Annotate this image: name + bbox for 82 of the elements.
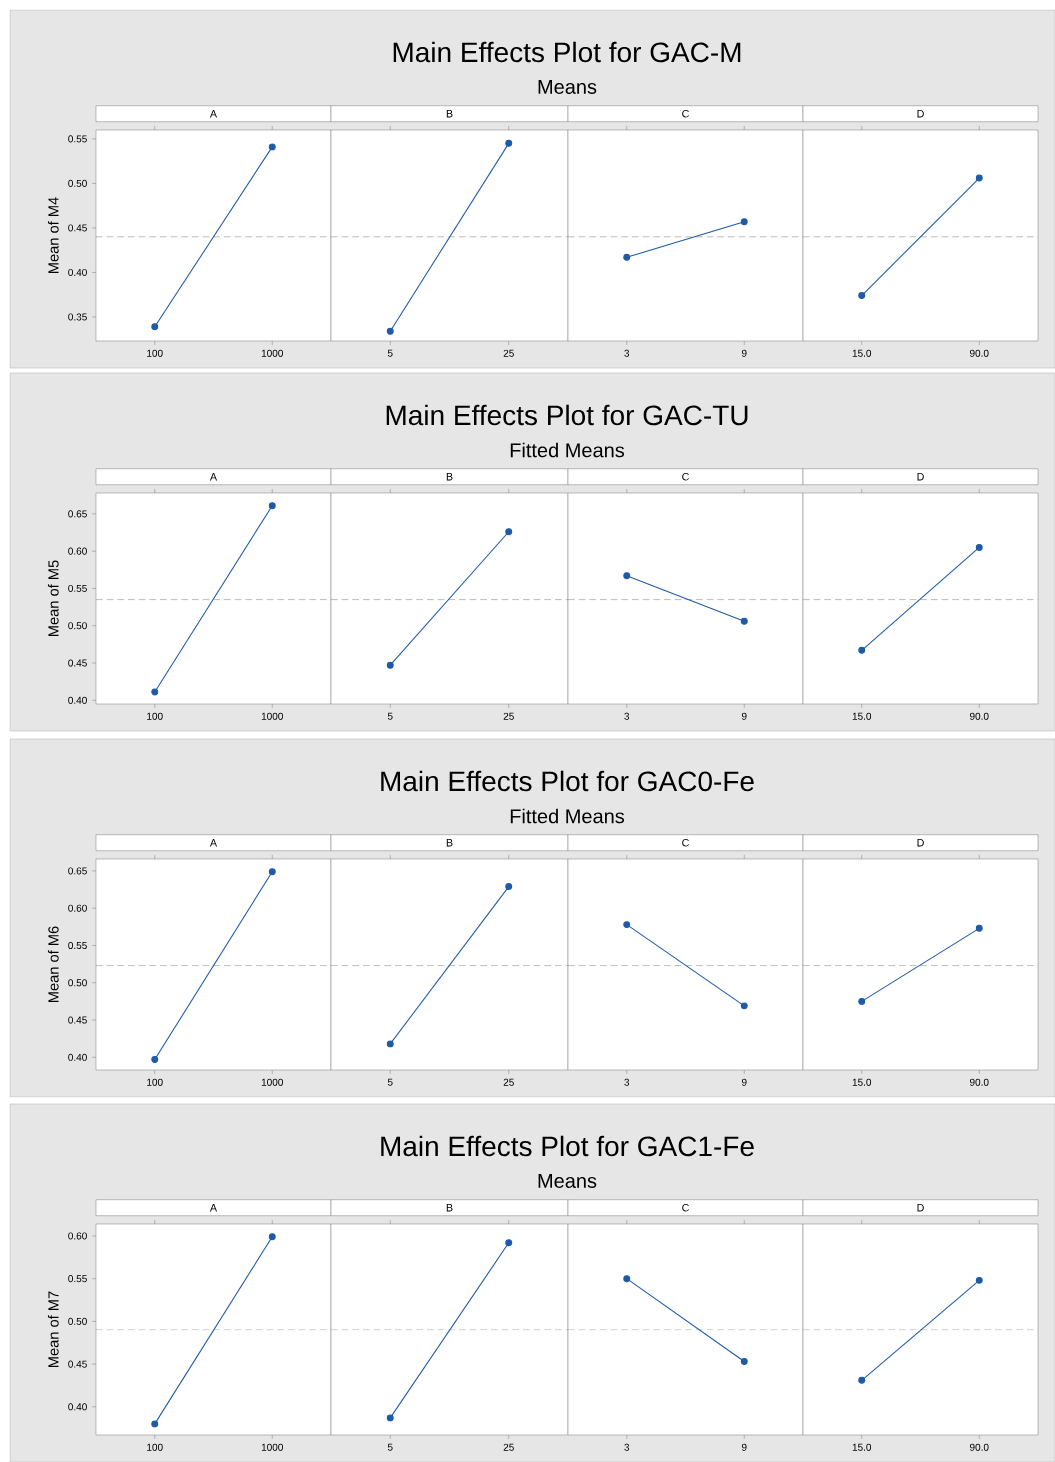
y-tick-label: 0.45 [68,1360,87,1368]
x-tick-label: 3 [624,1078,630,1086]
text: Main Effects Plot for GAC-TU [386,404,748,426]
y-tick-label: 0.45 [68,659,87,667]
y-tick-label: 0.65 [68,510,87,518]
x-tick-label: 25 [503,712,514,720]
y-tick-label: 0.40 [68,1053,87,1061]
x-tick-label: 1000 [261,349,283,357]
y-tick-label: 0.45 [68,224,87,232]
y-tick-label: 0.50 [68,622,87,630]
y-tick-label: 0.35 [68,313,87,321]
y-tick-label: 0.60 [68,1232,87,1240]
x-tick-label: 3 [624,1443,630,1451]
y-axis-title: Mean of M6 [47,926,59,1002]
chart-title: C [682,472,689,481]
y-tick-label: 0.55 [68,1275,87,1283]
chart-title: B [446,839,453,847]
y-tick-label: 0.55 [68,135,87,143]
x-tick-label: 1000 [261,1078,283,1086]
x-tick-label: 3 [624,712,630,720]
x-tick-label: 90.0 [969,349,989,357]
text: Means [538,80,597,94]
x-tick-label: 3 [624,349,630,357]
chart-title: D [917,839,924,847]
chart-title: B [446,110,453,118]
x-tick-label: 100 [147,349,163,357]
x-tick-label: 15.0 [852,712,872,720]
text: Main Effects Plot for GAC0-Fe [381,770,754,792]
text: Fitted Means [510,442,625,458]
chart-title: B [446,473,453,481]
x-tick-label: 15.0 [852,1443,872,1451]
chart-title: C [682,109,689,118]
y-axis-title: Mean of M5 [47,560,59,636]
x-tick-label: 100 [147,1078,163,1086]
x-tick-label: 5 [387,712,393,720]
y-tick-label: 0.60 [68,904,87,912]
x-tick-label: 9 [741,1078,747,1086]
x-tick-label: 1000 [261,712,283,720]
x-tick-label: 100 [147,712,163,720]
y-tick-label: 0.50 [68,979,87,987]
chart-title: D [917,110,924,118]
x-tick-label: 100 [147,1443,163,1451]
chart-title: A [209,473,218,481]
y-tick-label: 0.65 [68,867,87,875]
x-tick-label: 1000 [261,1443,283,1451]
y-tick-label: 0.45 [68,1016,87,1024]
chart-title: D [917,473,924,481]
x-tick-label: 9 [741,349,747,357]
x-tick-label: 25 [503,349,514,357]
y-axis-title: Mean of M7 [47,1291,59,1367]
x-tick-label: 25 [503,1078,514,1086]
text: Means [538,1174,597,1188]
x-tick-label: 90.0 [969,1443,989,1451]
x-tick-label: 5 [387,1443,393,1451]
y-tick-label: 0.40 [68,268,87,276]
x-tick-label: 90.0 [969,1078,989,1086]
y-tick-label: 0.55 [68,941,87,950]
chart-title: B [446,1204,453,1212]
text: Main Effects Plot for GAC1-Fe [381,1135,754,1157]
x-tick-label: 9 [741,1443,747,1451]
y-axis-title: Mean of M4 [47,197,59,273]
chart-title: C [682,838,689,847]
x-tick-label: 15.0 [852,1078,872,1086]
x-tick-label: 25 [503,1443,514,1451]
x-tick-label: 90.0 [969,712,989,720]
y-tick-label: 0.50 [68,179,87,187]
x-tick-label: 5 [387,1078,393,1086]
y-tick-label: 0.40 [68,696,87,704]
text: Main Effects Plot for GAC-M [393,41,741,63]
chart-title: D [917,1204,924,1212]
x-tick-label: 5 [387,349,393,357]
y-tick-label: 0.55 [68,584,87,592]
chart-title: C [682,1203,689,1212]
chart-title: A [209,1204,218,1212]
x-tick-label: 9 [741,712,747,720]
text: Fitted Means [510,808,625,824]
chart-title: A [209,839,218,847]
y-tick-label: 0.40 [68,1403,87,1411]
y-tick-label: 0.60 [68,547,87,555]
y-tick-label: 0.50 [68,1317,87,1325]
chart-title: A [209,110,218,118]
x-tick-label: 15.0 [852,349,872,357]
